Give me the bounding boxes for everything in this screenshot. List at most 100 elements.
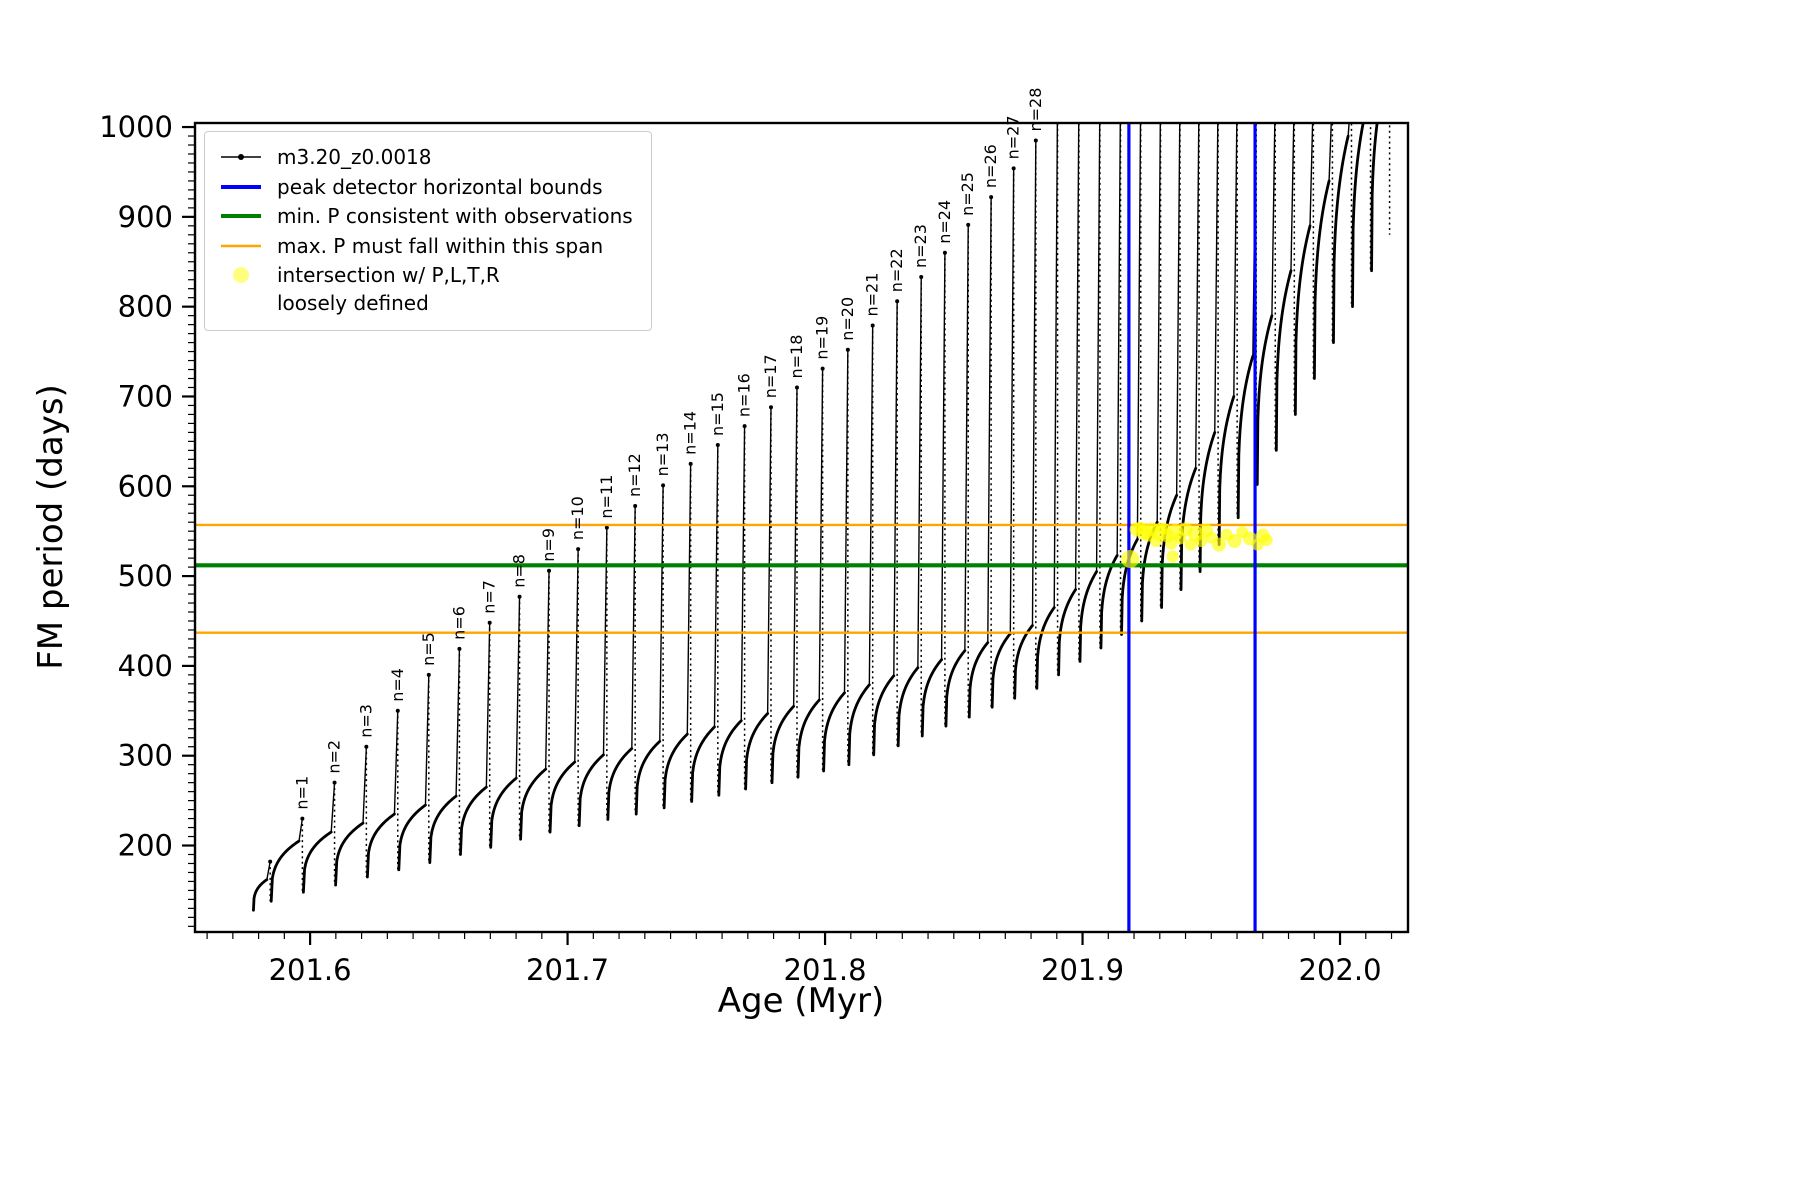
spike-up: [1233, 123, 1238, 397]
spike-label: n=20: [838, 297, 857, 341]
plot-border: [193, 121, 1410, 934]
spike-label: n=14: [681, 411, 700, 455]
spike-up: [1347, 123, 1350, 137]
spike-peak-dot: [604, 525, 609, 530]
spike-label: n=7: [480, 580, 499, 614]
spike-up: [843, 349, 849, 693]
legend-swatch-line: [221, 244, 261, 247]
intersection-point: [1194, 535, 1207, 548]
legend-dot-marker: [233, 267, 249, 284]
spike-label: n=12: [625, 453, 644, 497]
spike-label: n=28: [1026, 88, 1045, 132]
spike-up: [987, 197, 992, 643]
spike-up: [298, 818, 304, 842]
intersection-point: [1166, 550, 1179, 563]
spike-up: [940, 252, 946, 660]
spike-label: n=11: [597, 475, 616, 519]
y-tick-label: 1000: [99, 110, 173, 144]
legend-swatch-dot: [233, 267, 249, 284]
spike-peak-dot: [966, 222, 971, 227]
x-tick-label: 201.9: [1041, 953, 1124, 987]
spike-up: [713, 444, 719, 727]
spike-up: [1271, 123, 1276, 316]
spike-peak-dot: [688, 461, 693, 466]
spike-label: n=23: [911, 224, 930, 268]
spike-peak-dot: [942, 250, 947, 255]
spike-up: [1328, 123, 1332, 181]
spike-label: n=13: [653, 432, 672, 476]
spike-up: [631, 506, 636, 749]
spike-peak-dot: [547, 568, 552, 573]
intersection-scatter: [1121, 521, 1273, 569]
intersection-point: [1184, 538, 1197, 551]
spike-peak-dot: [768, 405, 773, 410]
spike-up: [1290, 123, 1295, 271]
intersection-point: [1212, 537, 1227, 552]
spike-peak-dot: [364, 744, 369, 749]
spike-label: n=19: [813, 316, 832, 360]
y-tick-label: 300: [118, 739, 173, 773]
spike-labels: n=1 n=2 n=3 n=4 n=5 n=6 n=7 n=8 n=9 n=10 n=11 n=12 n…: [292, 88, 1044, 810]
x-tick-label: 201.7: [526, 953, 609, 987]
y-tick-label: 500: [118, 559, 173, 593]
spike-peak-dot: [1011, 166, 1016, 171]
spike-label: n=17: [761, 354, 780, 398]
spike-peak-dot: [395, 708, 400, 713]
spike-peak-dot: [820, 366, 825, 371]
spike-up: [574, 549, 579, 763]
legend-entry: intersection w/ P,L,T,R loosely defined: [217, 262, 633, 317]
legend-label-line: loosely defined: [277, 290, 429, 315]
spike-label: n=22: [887, 248, 906, 292]
legend-label: max. P must fall within this span: [277, 233, 603, 261]
spike-label: n=18: [787, 335, 806, 379]
intersection-point: [1121, 550, 1140, 569]
spike-peak-dot: [794, 385, 799, 390]
spike-label: n=10: [568, 496, 587, 540]
intersection-point: [1260, 534, 1273, 547]
spike-up: [1367, 73, 1370, 104]
spike-peak-dot: [300, 816, 305, 821]
spike-label: n=5: [419, 632, 438, 666]
y-tick-label: 200: [118, 829, 173, 863]
x-axis-label: Age (Myr): [718, 981, 885, 1021]
legend-point-marker: [238, 154, 244, 160]
spike-up: [330, 782, 336, 833]
spike-peak-dot: [742, 424, 747, 429]
spike-up: [659, 485, 664, 742]
spike-up: [1175, 123, 1181, 496]
spike-peak-dot: [332, 780, 337, 785]
legend-label: peak detector horizontal bounds: [277, 174, 603, 202]
axes-ticks: 201.6 201.7 201.8 201.9 202.0 200 300 400 500 600…: [99, 110, 1393, 987]
legend-label-line: min. P consistent with observations: [277, 204, 633, 229]
y-tick-label: 400: [118, 649, 173, 683]
spike-peak-dot: [268, 859, 273, 864]
spike-peak-dot: [457, 646, 462, 651]
spike-up: [1031, 140, 1037, 626]
legend-swatch-line: [221, 184, 261, 189]
y-tick-label: 600: [118, 469, 173, 503]
y-tick-label: 700: [118, 379, 173, 413]
spike-peak-dot: [661, 483, 666, 488]
spike-peak-dot: [1033, 138, 1038, 143]
x-tick-label: 201.6: [269, 953, 352, 987]
legend-label-line: m3.20_z0.0018: [277, 145, 432, 169]
legend-label-line: max. P must fall within this span: [277, 233, 604, 258]
horizontal-reference-lines: [195, 523, 1408, 634]
intersection-point: [1165, 537, 1178, 550]
spike-label: n=9: [539, 528, 558, 562]
legend-label: min. P consistent with observations: [277, 203, 633, 231]
spike-label: n=15: [708, 392, 727, 436]
spike-peak-dot: [633, 504, 638, 509]
spike-up: [515, 596, 521, 779]
spike-peak-dot: [895, 299, 900, 304]
spike-peak-dot: [517, 594, 522, 599]
spike-up: [1214, 123, 1219, 433]
spike-up: [266, 861, 271, 880]
spike-peak-dot: [919, 275, 924, 280]
x-tick-label: 201.8: [784, 953, 867, 987]
spike-peak-dot: [487, 620, 492, 625]
peak-detector-bounds: [1127, 123, 1257, 932]
